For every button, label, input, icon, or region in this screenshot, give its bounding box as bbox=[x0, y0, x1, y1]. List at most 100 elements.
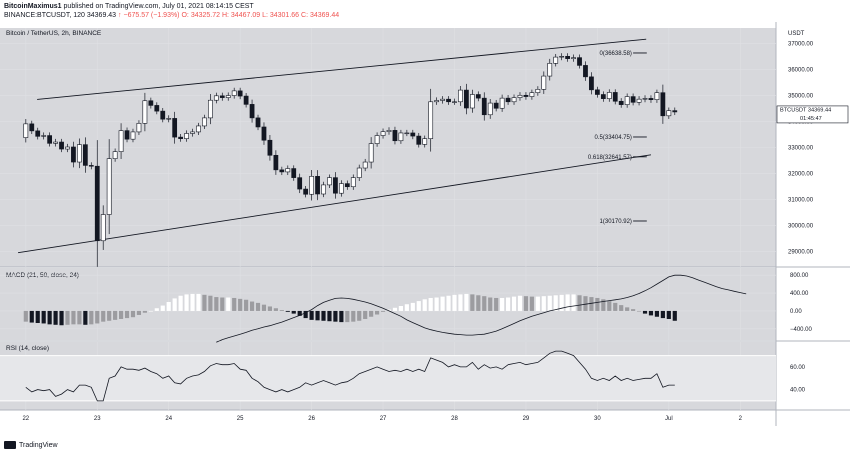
macd-histogram-bar[interactable] bbox=[500, 297, 505, 311]
macd-histogram-bar[interactable] bbox=[333, 310, 338, 322]
candle[interactable] bbox=[41, 135, 47, 137]
candle[interactable] bbox=[511, 97, 517, 103]
candle[interactable] bbox=[106, 158, 112, 215]
candle[interactable] bbox=[23, 123, 29, 138]
candle[interactable] bbox=[231, 90, 237, 96]
macd-signal-line[interactable] bbox=[216, 274, 747, 343]
macd-histogram-bar[interactable] bbox=[315, 310, 320, 321]
candle[interactable] bbox=[410, 132, 416, 137]
candle[interactable] bbox=[53, 141, 58, 144]
macd-histogram-bar[interactable] bbox=[148, 310, 153, 312]
macd-histogram-bar[interactable] bbox=[232, 297, 237, 311]
macd-histogram-bar[interactable] bbox=[541, 296, 546, 311]
candle[interactable] bbox=[166, 118, 172, 120]
macd-histogram-bar[interactable] bbox=[178, 295, 183, 311]
candle[interactable] bbox=[130, 131, 136, 140]
candle[interactable] bbox=[219, 95, 225, 98]
macd-histogram-bar[interactable] bbox=[666, 310, 671, 319]
macd-histogram-bar[interactable] bbox=[238, 298, 243, 311]
macd-histogram-bar[interactable] bbox=[392, 307, 398, 311]
candle[interactable] bbox=[392, 130, 398, 142]
candle[interactable] bbox=[636, 98, 642, 103]
candle[interactable] bbox=[535, 89, 541, 93]
macd-histogram-bar[interactable] bbox=[345, 310, 350, 323]
macd-histogram-bar[interactable] bbox=[279, 310, 284, 311]
macd-histogram-bar[interactable] bbox=[589, 297, 594, 311]
candle[interactable] bbox=[380, 131, 386, 136]
candle[interactable] bbox=[261, 126, 267, 141]
candle[interactable] bbox=[458, 89, 463, 103]
macd-histogram-bar[interactable] bbox=[636, 310, 642, 312]
macd-histogram-bar[interactable] bbox=[83, 310, 88, 325]
macd-histogram-bar[interactable] bbox=[166, 301, 171, 311]
candle[interactable] bbox=[82, 144, 88, 166]
macd-histogram-bar[interactable] bbox=[416, 301, 421, 311]
candle[interactable] bbox=[350, 177, 356, 188]
macd-histogram-bar[interactable] bbox=[505, 297, 511, 311]
candle[interactable] bbox=[577, 57, 582, 66]
candle[interactable] bbox=[344, 183, 350, 188]
macd-histogram-bar[interactable] bbox=[285, 310, 290, 312]
candle[interactable] bbox=[565, 56, 570, 59]
candle[interactable] bbox=[547, 63, 553, 77]
macd-histogram-bar[interactable] bbox=[154, 308, 159, 311]
candle[interactable] bbox=[77, 144, 82, 163]
macd-histogram-bar[interactable] bbox=[321, 310, 326, 321]
macd-histogram-bar[interactable] bbox=[523, 296, 529, 311]
candle[interactable] bbox=[452, 101, 457, 103]
macd-histogram-bar[interactable] bbox=[494, 297, 499, 311]
macd-histogram-bar[interactable] bbox=[404, 304, 409, 311]
macd-histogram-bar[interactable] bbox=[375, 310, 380, 315]
macd-histogram-bar[interactable] bbox=[220, 297, 225, 311]
macd-histogram-bar[interactable] bbox=[267, 306, 273, 311]
macd-histogram-bar[interactable] bbox=[339, 310, 344, 323]
macd-histogram-bar[interactable] bbox=[648, 310, 654, 316]
candle[interactable] bbox=[237, 90, 243, 97]
macd-histogram-bar[interactable] bbox=[619, 305, 624, 311]
macd-histogram-bar[interactable] bbox=[35, 310, 40, 324]
candle[interactable] bbox=[422, 138, 428, 145]
candle[interactable] bbox=[481, 97, 487, 116]
candle[interactable] bbox=[642, 98, 648, 100]
macd-histogram-bar[interactable] bbox=[517, 295, 523, 311]
candle[interactable] bbox=[172, 118, 178, 138]
macd-histogram-bar[interactable] bbox=[142, 310, 147, 313]
price-axis[interactable] bbox=[776, 22, 850, 426]
candle[interactable] bbox=[523, 94, 529, 97]
macd-histogram-bar[interactable] bbox=[553, 295, 558, 311]
macd-histogram-bar[interactable] bbox=[303, 310, 308, 319]
macd-histogram-bar[interactable] bbox=[309, 310, 314, 320]
candle[interactable] bbox=[338, 183, 344, 194]
candle[interactable] bbox=[255, 117, 261, 128]
macd-histogram-bar[interactable] bbox=[446, 295, 451, 311]
candle[interactable] bbox=[440, 98, 445, 101]
macd-histogram-bar[interactable] bbox=[297, 310, 302, 316]
candle[interactable] bbox=[386, 130, 392, 132]
candle[interactable] bbox=[321, 184, 326, 195]
macd-histogram-bar[interactable] bbox=[71, 310, 76, 325]
macd-histogram-bar[interactable] bbox=[107, 310, 112, 321]
macd-histogram-bar[interactable] bbox=[422, 299, 427, 311]
candle[interactable] bbox=[398, 132, 404, 142]
macd-histogram-bar[interactable] bbox=[53, 310, 58, 325]
macd-histogram-bar[interactable] bbox=[244, 299, 249, 311]
macd-histogram-bar[interactable] bbox=[327, 310, 332, 322]
macd-histogram-bar[interactable] bbox=[101, 310, 106, 322]
candle[interactable] bbox=[374, 135, 380, 144]
candle[interactable] bbox=[196, 125, 201, 133]
candle[interactable] bbox=[559, 56, 565, 58]
macd-histogram-bar[interactable] bbox=[452, 294, 457, 311]
candle[interactable] bbox=[666, 110, 672, 117]
macd-histogram-bar[interactable] bbox=[118, 310, 124, 319]
macd-histogram-bar[interactable] bbox=[482, 296, 487, 311]
candle[interactable] bbox=[315, 176, 320, 195]
macd-histogram-bar[interactable] bbox=[77, 310, 82, 325]
candle[interactable] bbox=[541, 75, 547, 90]
candle[interactable] bbox=[327, 177, 332, 186]
macd-histogram-bar[interactable] bbox=[124, 310, 130, 319]
macd-histogram-bar[interactable] bbox=[226, 297, 231, 311]
candle[interactable] bbox=[208, 99, 213, 119]
macd-histogram-bar[interactable] bbox=[535, 296, 540, 311]
candle[interactable] bbox=[356, 167, 362, 178]
macd-histogram-bar[interactable] bbox=[136, 310, 142, 315]
